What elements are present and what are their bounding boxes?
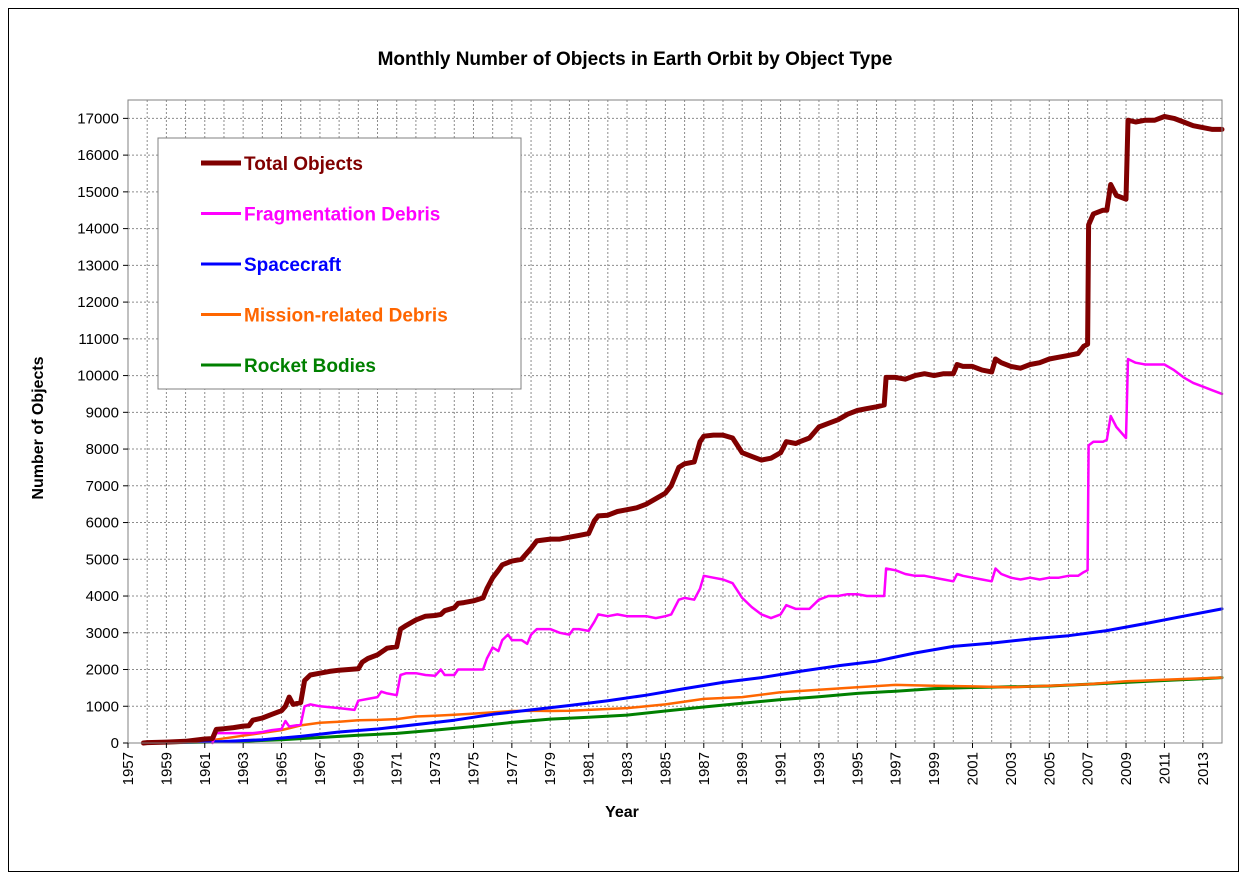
x-tick-label: 1999 bbox=[926, 752, 943, 785]
x-tick-label: 1985 bbox=[657, 752, 674, 785]
x-tick-label: 1957 bbox=[120, 752, 137, 785]
x-axis-title: Year bbox=[605, 804, 639, 821]
x-tick-label: 1961 bbox=[197, 752, 214, 785]
y-tick-label: 0 bbox=[111, 735, 119, 752]
y-tick-label: 1000 bbox=[86, 698, 119, 715]
y-tick-label: 10000 bbox=[77, 368, 119, 385]
legend-label-mission-related-debris: Mission-related Debris bbox=[244, 306, 448, 327]
y-tick-label: 15000 bbox=[77, 184, 119, 201]
x-tick-label: 1959 bbox=[158, 752, 175, 785]
y-tick-label: 4000 bbox=[86, 588, 119, 605]
x-tick-label: 2009 bbox=[1118, 752, 1135, 785]
legend-label-spacecraft: Spacecraft bbox=[244, 255, 342, 276]
y-axis-ticks: 0 1000 2000 3000 4000 5000 6000 7000 8000 9000 100… bbox=[77, 110, 128, 752]
x-axis-ticks: 1957 1959 1961 1963 1965 1967 1969 1971 1973 1975… bbox=[120, 743, 1212, 785]
x-tick-label: 1983 bbox=[619, 752, 636, 785]
series-line-fragmentation-debris bbox=[211, 357, 1224, 745]
x-tick-label: 1975 bbox=[465, 752, 482, 785]
legend-label-rocket-bodies: Rocket Bodies bbox=[244, 356, 376, 377]
y-axis-title: Number of Objects bbox=[30, 356, 47, 499]
chart-title: Monthly Number of Objects in Earth Orbit… bbox=[378, 49, 893, 70]
y-tick-label: 3000 bbox=[86, 625, 119, 642]
series-line-mission-related-debris bbox=[142, 676, 1224, 745]
y-tick-label: 8000 bbox=[86, 441, 119, 458]
x-tick-label: 2001 bbox=[964, 752, 981, 785]
x-tick-label: 1979 bbox=[542, 752, 559, 785]
y-tick-label: 11000 bbox=[78, 331, 119, 348]
x-tick-label: 1987 bbox=[696, 752, 713, 785]
x-tick-label: 1991 bbox=[773, 752, 790, 785]
legend-label-fragmentation-debris: Fragmentation Debris bbox=[244, 205, 440, 226]
x-tick-label: 1973 bbox=[427, 752, 444, 785]
x-tick-label: 1963 bbox=[235, 752, 252, 785]
y-tick-label: 9000 bbox=[86, 404, 119, 421]
x-tick-label: 1971 bbox=[389, 752, 406, 785]
y-tick-label: 13000 bbox=[77, 257, 119, 274]
legend-label-total-objects: Total Objects bbox=[244, 154, 363, 175]
x-tick-label: 1989 bbox=[734, 752, 751, 785]
x-tick-label: 1969 bbox=[350, 752, 367, 785]
x-tick-label: 1995 bbox=[849, 752, 866, 785]
x-tick-label: 2003 bbox=[1003, 752, 1020, 785]
x-tick-label: 1981 bbox=[581, 752, 598, 785]
legend: Total Objects Fragmentation Debris Spacecr… bbox=[157, 137, 522, 390]
y-tick-label: 6000 bbox=[86, 515, 119, 532]
x-tick-label: 1997 bbox=[888, 752, 905, 785]
y-tick-label: 2000 bbox=[86, 662, 119, 679]
x-tick-label: 1967 bbox=[312, 752, 329, 785]
y-tick-label: 14000 bbox=[77, 221, 119, 238]
series-line-total-objects bbox=[140, 114, 1225, 746]
series-line-spacecraft bbox=[141, 607, 1224, 745]
x-tick-label: 1993 bbox=[811, 752, 828, 785]
y-tick-label: 7000 bbox=[86, 478, 119, 495]
y-tick-label: 16000 bbox=[77, 147, 119, 164]
y-tick-label: 17000 bbox=[77, 110, 119, 127]
x-tick-label: 2013 bbox=[1195, 752, 1212, 785]
series-layer bbox=[140, 114, 1225, 746]
x-tick-label: 2005 bbox=[1041, 752, 1058, 785]
x-tick-label: 1965 bbox=[274, 752, 291, 785]
x-tick-label: 2011 bbox=[1156, 752, 1173, 784]
plot-border bbox=[127, 99, 1223, 744]
y-tick-label: 5000 bbox=[86, 551, 119, 568]
x-tick-label: 1977 bbox=[504, 752, 521, 785]
x-tick-label: 2007 bbox=[1080, 752, 1097, 785]
y-tick-label: 12000 bbox=[77, 294, 119, 311]
